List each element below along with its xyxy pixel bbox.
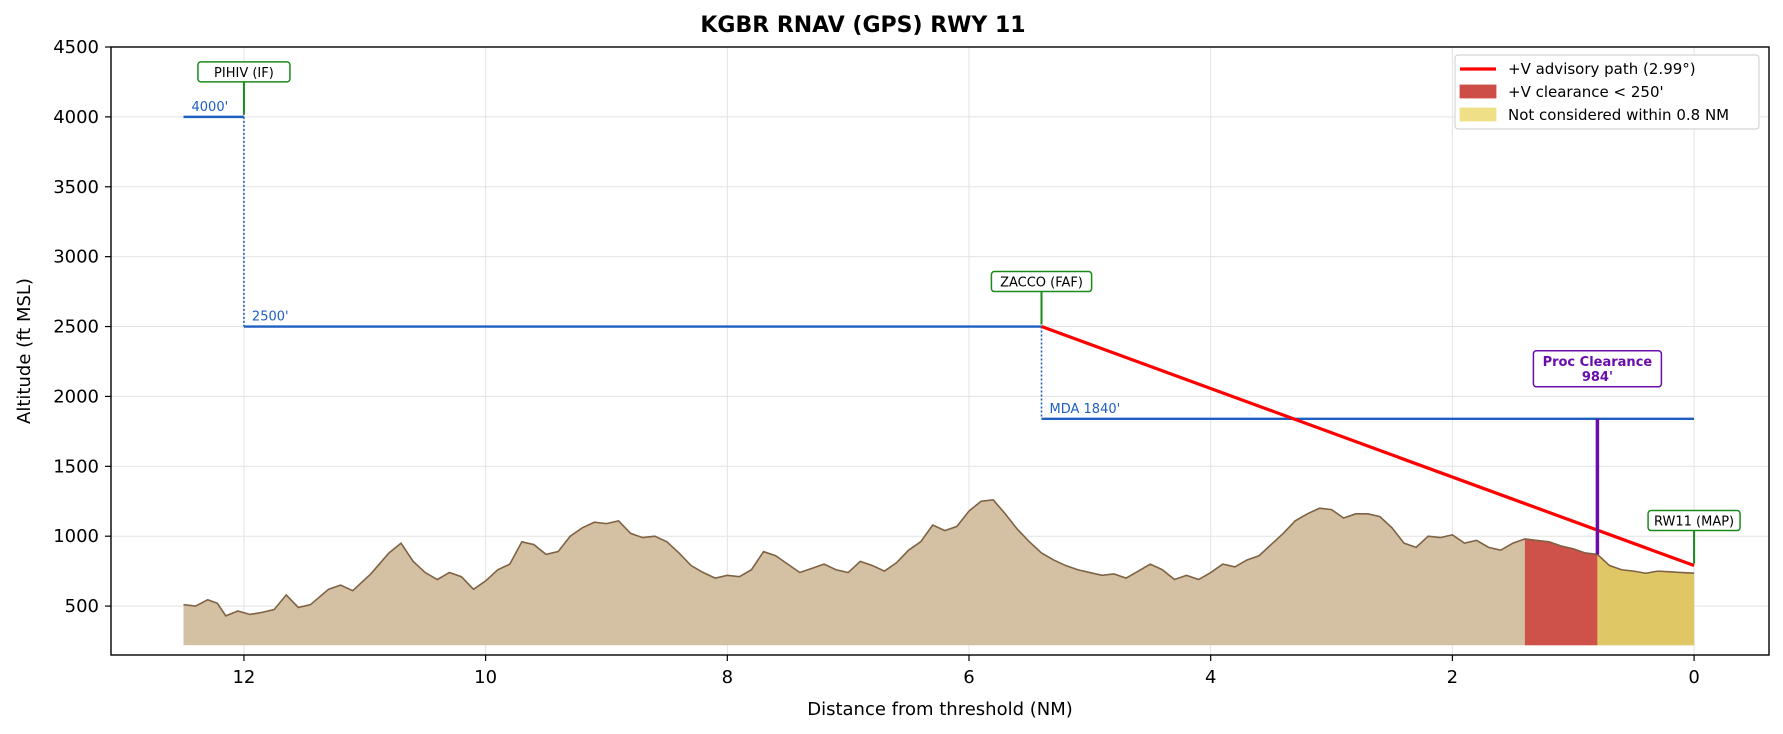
waypoint-label: ZACCO (FAF) — [1000, 276, 1083, 291]
legend-frame — [1454, 54, 1760, 130]
x-tick-label: 6 — [963, 667, 974, 688]
waypoint-box — [197, 61, 291, 83]
waypoint-box — [1647, 509, 1741, 532]
advisory-path-line — [1040, 325, 1695, 568]
x-axis-label: Distance from threshold (NM) — [807, 699, 1073, 720]
y-axis-label: Altitude (ft MSL) — [14, 278, 35, 424]
y-tick-label: 2000 — [53, 386, 99, 407]
legend-label: +V clearance < 250' — [1508, 83, 1664, 101]
y-tick-label: 1000 — [53, 526, 99, 547]
legend-label: +V advisory path (2.99°) — [1508, 60, 1696, 78]
x-tick-label: 8 — [722, 667, 733, 688]
altitude-label: MDA 1840' — [1050, 402, 1121, 417]
altitude-label: 2500' — [252, 310, 289, 325]
x-tick-label: 12 — [232, 667, 255, 688]
waypoint-label: PIHIV (IF) — [214, 66, 274, 81]
y-tick-label: 1500 — [53, 456, 99, 477]
legend-swatch-patch — [1459, 107, 1497, 122]
terrain-outline — [183, 499, 1695, 617]
terrain-profile — [183, 499, 1695, 646]
y-tick-label: 500 — [65, 596, 99, 617]
legend-swatch-patch — [1459, 84, 1497, 99]
proc-clearance-label: Proc Clearance — [1543, 355, 1653, 370]
y-tick-label: 2500 — [53, 317, 99, 338]
plot-frame — [110, 46, 1770, 656]
x-tick-label: 10 — [474, 667, 497, 688]
x-tick-label: 0 — [1688, 667, 1699, 688]
y-tick-label: 3000 — [53, 247, 99, 268]
y-tick-label: 4500 — [53, 37, 99, 58]
x-tick-label: 2 — [1447, 667, 1458, 688]
axis-ticks: 12 10 8 6 4 2 0 500 1000 1500 2000 2500 3000 3500 4000… — [53, 37, 1700, 688]
legend-label: Not considered within 0.8 NM — [1508, 106, 1729, 124]
proc-clearance-box — [1532, 350, 1663, 388]
proc-clearance-value: 984' — [1582, 370, 1613, 385]
x-tick-label: 4 — [1205, 667, 1216, 688]
clearance-below-250-zone — [1524, 538, 1598, 646]
altitude-label: 4000' — [192, 100, 229, 115]
waypoint-label: RW11 (MAP) — [1654, 515, 1734, 530]
y-tick-label: 3500 — [53, 177, 99, 198]
legend: +V advisory path (2.99°) +V clearance < 2… — [1454, 54, 1760, 130]
chart-title: KGBR RNAV (GPS) RWY 11 — [700, 13, 1025, 38]
y-tick-label: 4000 — [53, 107, 99, 128]
terrain-fill — [183, 499, 1695, 646]
waypoint-box — [990, 270, 1093, 293]
not-considered-zone — [1597, 554, 1695, 646]
